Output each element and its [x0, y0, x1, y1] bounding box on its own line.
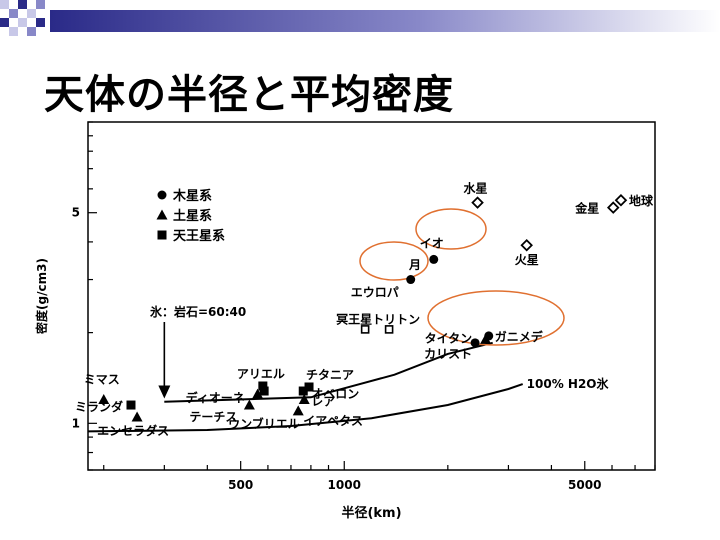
- data-point: [292, 405, 304, 416]
- y-axis-label: 密度(g/cm3): [34, 258, 49, 334]
- point-label: 水星: [464, 181, 488, 196]
- point-label: 地球: [629, 193, 654, 208]
- annotation-arrow-head: [158, 385, 171, 399]
- data-point: [471, 196, 484, 209]
- legend-marker: [157, 190, 167, 200]
- point-label: レア: [311, 394, 335, 408]
- data-point: [406, 275, 416, 285]
- curve-label: 100% H2O氷: [527, 376, 610, 391]
- data-point: [470, 338, 480, 348]
- data-point: [258, 381, 268, 391]
- x-axis-label: 半径(km): [341, 505, 401, 521]
- data-point: [614, 193, 628, 207]
- data-point: [98, 393, 110, 404]
- legend-marker: [156, 209, 168, 220]
- point-label: チタニア: [306, 368, 354, 382]
- point-label: 月: [408, 258, 421, 272]
- data-point: [384, 325, 394, 334]
- point-label: ミマス: [84, 372, 120, 386]
- highlight-ellipse: [359, 241, 429, 281]
- point-label: タイタン: [425, 331, 473, 345]
- data-point: [298, 386, 308, 396]
- curve-pure-ice: [87, 383, 524, 433]
- point-label: エウロパ: [351, 286, 399, 300]
- data-point: [298, 393, 310, 404]
- data-point: [131, 411, 143, 422]
- x-tick-label: 500: [228, 478, 253, 492]
- legend-label: 天王星系: [173, 228, 225, 244]
- point-label: エンセラダス: [97, 423, 169, 438]
- y-tick-label: 1: [72, 416, 80, 430]
- point-label: アリエル: [237, 367, 285, 381]
- point-label: イオ: [420, 236, 444, 250]
- legend-label: 木星系: [172, 188, 212, 204]
- data-point: [429, 254, 439, 264]
- point-label: ガニメデ: [495, 329, 544, 344]
- x-tick-label: 1000: [328, 478, 361, 492]
- point-label: ディオーネ: [186, 390, 245, 405]
- point-label: 冥王星トリトン: [336, 312, 420, 326]
- legend-marker: [157, 230, 167, 240]
- data-point: [304, 382, 314, 392]
- point-label: 金星: [574, 201, 599, 216]
- data-point: [252, 388, 264, 399]
- plot-frame: [87, 121, 656, 471]
- x-tick-label: 5000: [568, 478, 601, 492]
- highlight-ellipse: [415, 208, 487, 250]
- point-label: オベロン: [311, 387, 359, 401]
- point-label: カリスト: [424, 347, 472, 361]
- data-point: [606, 201, 620, 214]
- point-label: 火星: [515, 253, 539, 267]
- annotation-label: 氷：岩石=60:40: [149, 304, 246, 319]
- point-label: ウンブリエル: [228, 416, 300, 431]
- data-point: [520, 238, 533, 252]
- data-point: [259, 386, 269, 396]
- legend-label: 土星系: [173, 208, 212, 224]
- slide-title: 天体の半径と平均密度: [44, 72, 454, 118]
- data-point: [126, 400, 136, 410]
- point-label: ミランダ: [75, 399, 123, 414]
- y-tick-label: 5: [72, 206, 80, 220]
- curve-ice-rock: [164, 341, 493, 403]
- header-decoration: [0, 0, 720, 36]
- data-point: [243, 399, 255, 410]
- data-point: [480, 333, 492, 344]
- data-point: [360, 325, 370, 334]
- highlight-ellipse: [427, 290, 565, 346]
- point-label: テーチス: [189, 410, 237, 424]
- point-label: イアペタス: [303, 414, 363, 428]
